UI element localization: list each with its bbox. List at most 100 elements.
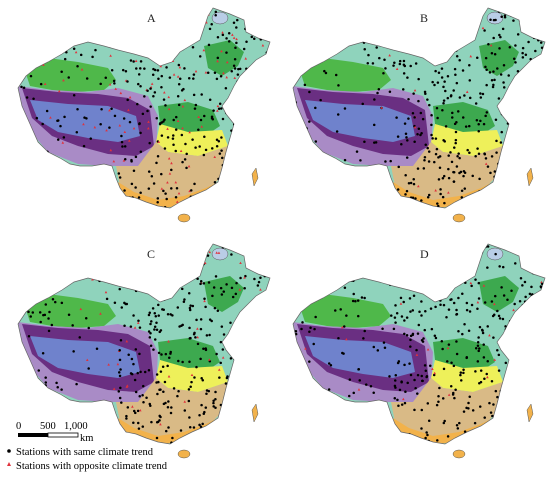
station-opposite (159, 64, 163, 68)
station-opposite (61, 164, 65, 168)
station-same (420, 314, 423, 317)
station-same (310, 264, 314, 268)
station-same (198, 145, 201, 148)
station-same (293, 155, 295, 159)
station-same (432, 44, 435, 48)
station-same (482, 356, 486, 359)
station-same (516, 69, 520, 73)
station-same (404, 193, 407, 196)
station-same (509, 336, 512, 339)
station-same (490, 380, 494, 383)
station-same (163, 147, 167, 150)
station-same (441, 195, 445, 199)
station-same (512, 97, 516, 100)
station-opposite (112, 159, 116, 163)
station-same (468, 124, 471, 128)
station-same (149, 87, 152, 90)
station-same (220, 207, 223, 208)
station-same (336, 174, 339, 178)
station-same (254, 303, 258, 306)
station-same (247, 379, 251, 382)
station-same (56, 138, 60, 141)
station-same (177, 18, 180, 21)
station-same (504, 143, 507, 146)
station-same (136, 443, 140, 444)
country-outline (17, 243, 271, 445)
station-same (477, 251, 481, 255)
region-central_green (204, 40, 244, 76)
station-opposite (434, 25, 438, 29)
station-same (393, 61, 396, 65)
station-same (238, 67, 242, 71)
station-same (195, 318, 198, 322)
station-same (139, 131, 142, 135)
station-same (59, 11, 62, 14)
station-same (191, 304, 195, 308)
station-same (532, 359, 535, 362)
station-opposite (104, 290, 108, 294)
station-same (489, 440, 492, 443)
station-same (358, 444, 361, 447)
station-same (196, 342, 200, 346)
station-same (233, 385, 236, 388)
station-opposite (114, 87, 118, 90)
station-same (476, 147, 479, 150)
station-same (176, 95, 180, 98)
station-same (168, 76, 172, 79)
station-same (119, 386, 122, 390)
station-opposite (178, 65, 182, 69)
station-same (128, 270, 132, 274)
station-same (356, 299, 360, 302)
station-same (204, 347, 207, 350)
station-same (121, 68, 125, 72)
station-same (221, 348, 225, 351)
station-same (402, 72, 406, 75)
station-same (498, 317, 502, 320)
station-same (539, 343, 543, 347)
station-same (468, 151, 471, 154)
station-same (334, 46, 337, 49)
station-same (242, 356, 245, 360)
station-same (161, 247, 164, 250)
lake-shape (211, 247, 229, 261)
station-same (500, 286, 503, 289)
station-opposite (446, 346, 450, 350)
station-same (433, 160, 436, 164)
station-same (441, 257, 444, 261)
station-same (251, 131, 255, 134)
station-same (65, 50, 68, 54)
station-same (232, 450, 235, 453)
station-same (357, 270, 360, 274)
station-opposite (133, 28, 136, 32)
station-same (533, 173, 536, 177)
station-same (535, 412, 539, 416)
station-same (301, 278, 304, 281)
station-same (411, 309, 415, 312)
station-same (524, 313, 528, 317)
station-same (395, 449, 398, 452)
station-same (394, 193, 397, 197)
station-same (78, 336, 81, 339)
station-same (405, 156, 409, 159)
station-same (438, 155, 442, 158)
climate-regions (293, 244, 545, 444)
station-same (215, 77, 219, 81)
station-same (194, 24, 198, 27)
station-same (96, 271, 99, 274)
station-opposite (131, 38, 135, 41)
station-same (157, 314, 160, 317)
station-same (156, 197, 160, 200)
station-same (452, 364, 456, 368)
station-same (441, 109, 444, 112)
climate-regions (18, 244, 270, 444)
station-same (460, 379, 463, 382)
station-same (163, 380, 167, 384)
station-same (316, 37, 320, 41)
station-same (252, 146, 255, 150)
station-same (221, 33, 225, 37)
station-same (172, 143, 175, 146)
station-same (254, 358, 258, 361)
station-same (94, 437, 98, 440)
station-same (492, 36, 495, 40)
station-same (427, 150, 431, 153)
